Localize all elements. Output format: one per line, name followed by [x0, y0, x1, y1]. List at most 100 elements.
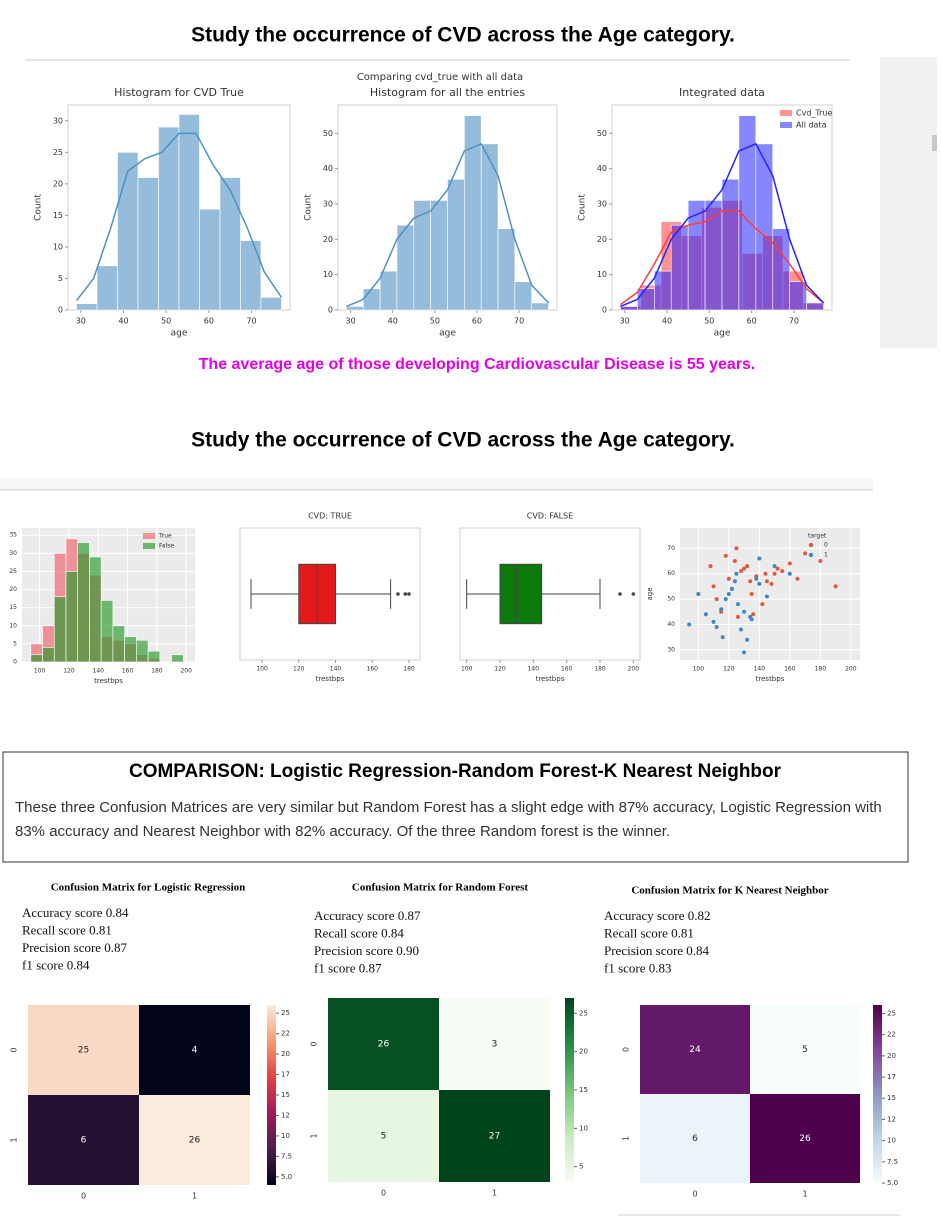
y-tick-label: 5: [58, 274, 63, 283]
x-tick-label: 30: [620, 317, 630, 326]
x-tick-label: 40: [662, 317, 672, 326]
point: [711, 584, 716, 589]
kde-line: [620, 142, 825, 308]
x-tick-label: 140: [93, 668, 105, 675]
point: [714, 597, 719, 602]
point: [749, 592, 754, 596]
point: [764, 594, 769, 599]
y-tick-label: 0: [622, 1047, 631, 1052]
bar: [219, 177, 241, 311]
colorbar-label: 10: [887, 1137, 896, 1145]
y-axis-label: Count: [34, 194, 44, 221]
point: [735, 602, 740, 607]
x-tick-label: 160: [367, 666, 379, 673]
y-tick-label: 0: [13, 659, 17, 666]
legend-marker: [780, 110, 792, 116]
score: Recall score 0.81: [604, 925, 694, 940]
point: [769, 581, 774, 586]
point: [742, 650, 747, 655]
y-tick-label: 15: [53, 211, 63, 220]
x-tick-label: 0: [381, 1189, 386, 1198]
point: [763, 571, 768, 576]
x-tick-label: 1: [492, 1189, 497, 1198]
point: [748, 614, 753, 619]
outlier: [407, 592, 411, 596]
score: Accuracy score 0.82: [604, 908, 710, 923]
bar: [497, 228, 516, 311]
colorbar-label: 17: [887, 1073, 896, 1081]
chart-title: CVD: FALSE: [527, 512, 573, 521]
x-tick-label: 120: [494, 666, 506, 673]
point: [742, 609, 747, 614]
legend-marker: [780, 122, 792, 128]
x-tick-label: 180: [403, 666, 415, 673]
bar: [755, 143, 774, 311]
point: [745, 637, 750, 642]
x-tick-label: 120: [293, 666, 305, 673]
cell-label: 24: [689, 1045, 701, 1055]
y-tick-label: 0: [310, 1041, 319, 1046]
x-tick-label: 70: [789, 317, 799, 326]
y-tick-label: 30: [323, 199, 333, 208]
cell-label: 5: [381, 1132, 387, 1142]
cell: [28, 1095, 139, 1185]
suptitle: Comparing cvd_true with all data: [357, 72, 523, 83]
bar: [430, 200, 448, 311]
outlier: [396, 592, 400, 596]
bar: [30, 654, 43, 663]
x-tick-label: 120: [723, 666, 735, 673]
colorbar-label: 15: [579, 1086, 588, 1094]
x-tick-label: 30: [346, 317, 356, 326]
bar: [136, 639, 149, 663]
score: f1 score 0.84: [22, 957, 90, 972]
scrollbar: [932, 135, 937, 151]
colorbar-label: 17: [281, 1071, 290, 1079]
y-tick-label: 70: [667, 545, 675, 552]
legend-label: All data: [796, 121, 827, 130]
y-tick-label: 1: [310, 1133, 319, 1138]
point: [775, 566, 780, 571]
cell: [328, 998, 439, 1090]
colorbar-label: 15: [887, 1094, 896, 1102]
section-title: Study the occurrence of CVD across the A…: [191, 24, 735, 47]
y-tick-label: 40: [667, 621, 675, 628]
bar: [260, 297, 282, 311]
bar: [447, 178, 465, 311]
point: [760, 602, 765, 607]
bar: [178, 114, 200, 311]
point: [723, 553, 728, 558]
bar: [806, 302, 824, 311]
x-tick-label: 160: [561, 666, 573, 673]
legend-marker: [808, 542, 814, 548]
bar: [789, 281, 807, 311]
y-tick-label: 5: [13, 640, 17, 647]
colorbar-label: 5.0: [281, 1173, 292, 1181]
colorbar-label: 12: [281, 1111, 290, 1119]
point: [787, 571, 792, 576]
point: [780, 569, 785, 574]
x-tick-label: 40: [388, 317, 398, 326]
point: [734, 571, 739, 576]
x-tick-label: 140: [528, 666, 540, 673]
colorbar-label: 25: [579, 1009, 588, 1017]
bar: [637, 288, 655, 311]
y-tick-label: 10: [53, 242, 63, 251]
y-tick-label: 25: [53, 148, 63, 157]
y-tick-label: 50: [667, 596, 675, 603]
cell: [439, 998, 550, 1090]
y-tick-label: 1: [622, 1136, 631, 1141]
point: [734, 546, 739, 551]
colorbar: [873, 1005, 882, 1183]
cell: [750, 1094, 860, 1183]
x-axis-label: trestbps: [756, 675, 785, 683]
x-tick-label: 200: [180, 668, 192, 675]
y-tick-label: 20: [323, 235, 333, 244]
cell-label: 3: [492, 1040, 498, 1050]
x-tick-label: 180: [151, 668, 163, 675]
x-axis-label: age: [714, 329, 731, 339]
colorbar-label: 25: [281, 1009, 290, 1017]
chart-title: Confusion Matrix for Logistic Regression: [51, 882, 246, 894]
x-tick-label: 30: [76, 317, 86, 326]
outlier: [403, 592, 408, 596]
y-tick-label: 10: [323, 270, 333, 279]
